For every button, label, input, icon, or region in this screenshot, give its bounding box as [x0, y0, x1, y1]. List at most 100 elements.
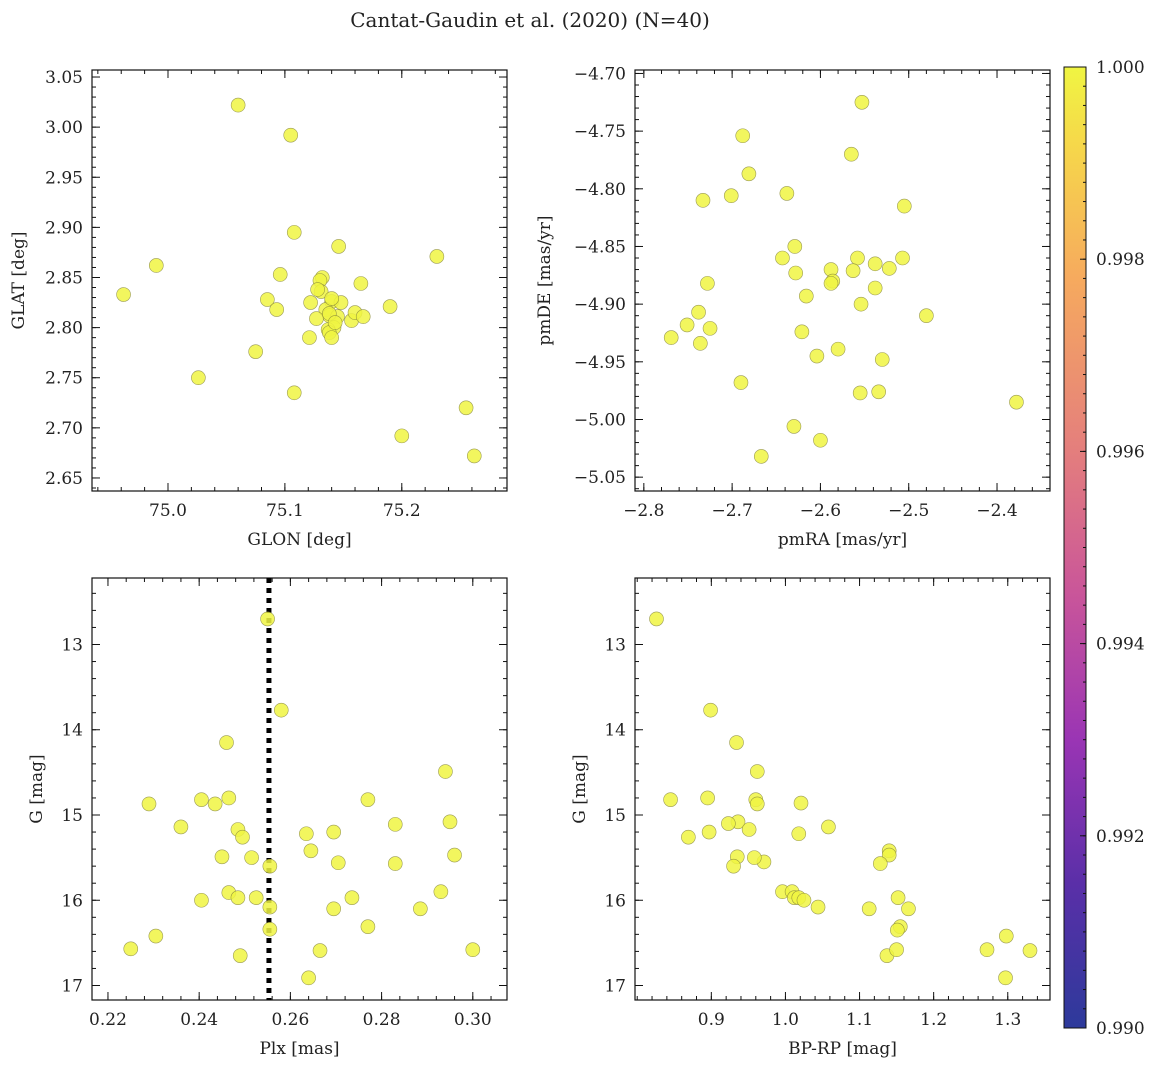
data-point [260, 292, 275, 307]
colorbar-tick-label: 0.990 [1096, 1019, 1145, 1039]
y-tick-label: 2.70 [45, 419, 83, 439]
data-point [852, 385, 868, 401]
data-point [872, 856, 888, 871]
data-point [844, 146, 859, 162]
data-point [830, 341, 846, 357]
x-tick-label: 1.0 [772, 1010, 799, 1030]
y-tick-label: −4.95 [574, 353, 626, 373]
colorbar-tick-label: 0.996 [1096, 442, 1145, 462]
data-point [749, 764, 765, 779]
data-point [116, 287, 131, 302]
colorbar-gradient [1063, 66, 1087, 1029]
data-point [889, 942, 904, 958]
y-tick-label: −4.80 [574, 180, 626, 200]
data-point [901, 901, 916, 917]
data-point [442, 814, 458, 830]
data-point [248, 344, 263, 359]
data-point [148, 258, 164, 273]
y-tick-label: 17 [61, 977, 83, 997]
data-point [433, 884, 449, 900]
colorbar-tick-label: 0.992 [1096, 827, 1145, 847]
data-point [700, 276, 715, 291]
y-tick-label: −4.85 [574, 237, 626, 257]
data-point [890, 922, 905, 938]
data-point [302, 330, 317, 345]
data-point [173, 819, 189, 835]
y-tick-label: 16 [61, 891, 83, 911]
data-point [1009, 394, 1024, 410]
data-point [786, 419, 802, 434]
data-point [810, 899, 826, 915]
y-axis-label: pmDE [mas/yr] [535, 215, 555, 345]
data-point [272, 267, 288, 282]
data-point [387, 856, 403, 871]
x-tick-label: 1.2 [920, 1010, 947, 1030]
data-point [775, 250, 790, 266]
data-point [286, 225, 302, 240]
data-point [194, 892, 209, 908]
x-tick-label: 0.26 [271, 1010, 309, 1030]
y-tick-label: 14 [604, 721, 626, 741]
data-point [303, 843, 319, 859]
data-point [262, 921, 278, 937]
data-point [691, 304, 706, 320]
data-point [998, 970, 1013, 986]
colorbar: 0.990 0.992 0.994 0.996 0.998 1.000 [1063, 58, 1145, 1039]
x-axis-label: BP-RP [mag] [788, 1039, 897, 1059]
x-axis-label: Plx [mas] [259, 1039, 339, 1059]
colorbar-tick-label: 0.998 [1096, 250, 1145, 270]
data-point [809, 348, 825, 364]
data-point [741, 822, 757, 837]
data-point [312, 943, 328, 958]
data-point [466, 448, 482, 464]
data-point [726, 858, 741, 874]
x-axis-label: GLON [deg] [247, 530, 351, 550]
data-point [232, 948, 248, 963]
data-point [230, 97, 246, 113]
data-point [723, 188, 739, 204]
data-point [729, 735, 744, 750]
x-tick-label: −2.6 [800, 501, 841, 521]
data-point [703, 702, 718, 718]
data-point [413, 901, 428, 917]
x-tick-label: −2.4 [976, 501, 1017, 521]
data-point [260, 611, 275, 627]
data-point [695, 193, 711, 208]
data-point [823, 276, 839, 291]
y-tick-label: 2.75 [45, 369, 83, 389]
data-point [881, 261, 897, 276]
data-point [273, 702, 289, 718]
data-point [895, 250, 910, 266]
data-point [821, 819, 836, 835]
panel-plx-g: 0.22 0.24 0.26 0.28 0.30 13 14 15 16 17 Plx [mas] G… [27, 577, 508, 1059]
data-point [123, 941, 139, 957]
data-point [813, 432, 828, 448]
data-point [787, 239, 803, 254]
data-point [269, 302, 285, 317]
data-point [360, 919, 376, 934]
data-point [387, 817, 403, 832]
data-point [191, 370, 206, 386]
data-point [890, 890, 906, 905]
data-point [301, 970, 316, 986]
data-point [735, 128, 751, 144]
data-point [299, 826, 314, 842]
data-point [207, 796, 223, 812]
data-point [701, 824, 717, 840]
colorbar-tick-label: 1.000 [1096, 58, 1145, 78]
data-point [326, 824, 342, 840]
x-tick-label: 0.30 [454, 1010, 492, 1030]
x-tick-label: 0.28 [363, 1010, 401, 1030]
data-point [344, 890, 360, 905]
y-tick-label: 3.00 [45, 118, 83, 138]
data-point [286, 385, 302, 401]
x-tick-label: 1.1 [846, 1010, 873, 1030]
data-point [465, 942, 481, 958]
data-point [854, 94, 870, 110]
y-tick-label: 17 [604, 977, 626, 997]
x-axis-label: pmRA [mas/yr] [778, 530, 907, 550]
data-point [867, 280, 883, 296]
data-point [429, 249, 445, 264]
data-point [796, 892, 812, 908]
data-point [845, 263, 861, 278]
